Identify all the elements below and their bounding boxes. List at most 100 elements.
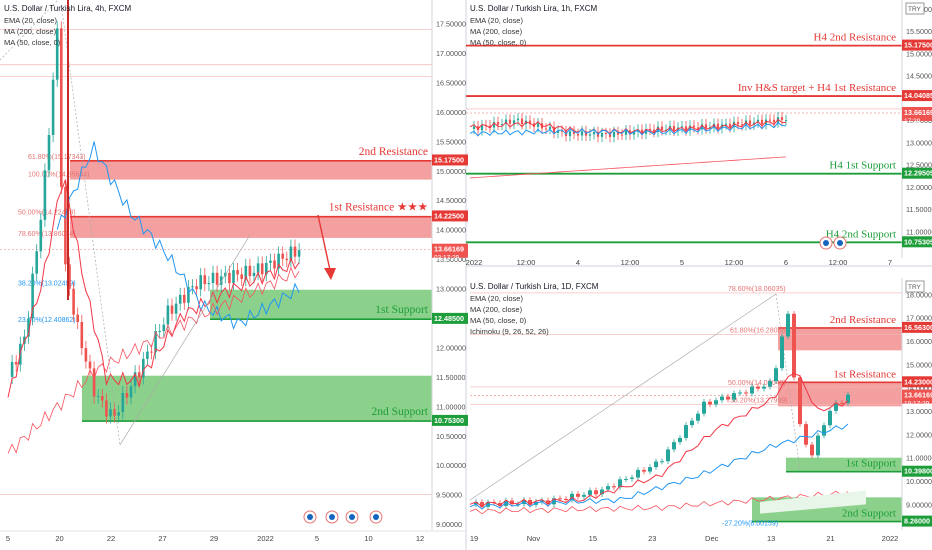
candle-body	[748, 120, 752, 125]
x-tick-label: 12:00	[829, 258, 848, 267]
x-tick-label: 13	[767, 534, 775, 543]
candle-body	[624, 130, 628, 135]
candle-body	[285, 258, 289, 261]
zone-1st-support	[786, 457, 902, 472]
candle-body	[203, 275, 207, 285]
candle-body	[528, 499, 532, 505]
x-tick-label: 27	[158, 534, 166, 543]
y-tick-label: 17.50000	[436, 20, 466, 29]
candle-body	[68, 264, 71, 289]
x-tick-label: 4	[576, 258, 580, 267]
y-tick-label: 11.00000	[906, 454, 932, 463]
candle-body	[672, 125, 676, 131]
candle-body	[39, 219, 43, 252]
candle-body	[273, 260, 276, 269]
candle-body	[548, 126, 552, 129]
chart-title: U.S. Dollar / Turkish Lira, 1h, FXCM	[470, 4, 597, 13]
candle-body	[105, 400, 108, 417]
candle-body	[660, 461, 664, 463]
y-tick-label: 16.00000	[906, 337, 932, 346]
price-tag-box	[902, 106, 932, 121]
projection-arrow	[317, 214, 331, 271]
candle-body	[760, 119, 764, 125]
price-tag-res: 15.17500	[902, 39, 932, 51]
zone-label: 2nd Support	[371, 406, 428, 418]
candle-body	[137, 372, 141, 378]
candle-body	[624, 478, 628, 480]
candle-body	[612, 131, 616, 137]
indicator-label: EMA (20, close)	[470, 16, 523, 25]
ma-50-line	[469, 423, 849, 510]
price-tag-box	[902, 389, 932, 404]
candle-body	[684, 126, 688, 131]
price-tag-label: 14.22500	[434, 211, 464, 220]
ma-200-line	[469, 490, 849, 515]
candle-body	[696, 127, 700, 130]
candle-body	[664, 129, 668, 131]
ma-200-line	[7, 266, 300, 454]
candle-body	[648, 128, 652, 130]
price-tag-label: 14.23000	[904, 377, 932, 386]
candle-body	[277, 253, 280, 269]
candle-body	[528, 120, 532, 124]
candle-body	[219, 276, 223, 285]
chart-header-2: U.S. Dollar / Turkish Lira, 1D, FXCM EMA …	[470, 280, 925, 336]
candle-body	[572, 131, 576, 134]
x-tick-label: Dec	[705, 534, 719, 543]
flag-icon-dot	[823, 240, 829, 246]
price-tag-box	[902, 465, 932, 477]
y-tick-label: 15.00000	[436, 167, 466, 176]
price-tag-res: 16.56300	[902, 321, 932, 333]
chart-header-1: U.S. Dollar / Turkish Lira, 1h, FXCM EMA …	[470, 2, 925, 47]
chart-header-0: U.S. Dollar / Turkish Lira, 4h, FXCM EMA …	[4, 4, 131, 47]
x-tick-label: 20	[55, 534, 63, 543]
x-tick-label: 2022	[882, 534, 899, 543]
candle-body	[696, 413, 700, 421]
fib-level-label: 38.20%(13.27999)	[730, 397, 788, 404]
candle-body	[630, 477, 634, 479]
indicator-label: MA (200, close)	[4, 27, 57, 36]
candle-body	[684, 425, 688, 438]
candle-body	[92, 368, 96, 397]
candle-body	[199, 275, 202, 290]
candle-body	[592, 131, 596, 135]
trend-guide	[0, 0, 59, 61]
candle-body	[88, 361, 92, 369]
y-tick-label: 12.00000	[906, 183, 932, 192]
candle-body	[244, 265, 248, 279]
x-tick-label: 6	[784, 258, 788, 267]
candle-body	[170, 305, 174, 314]
candle-body	[680, 126, 684, 128]
y-tick-label: 12.00000	[906, 430, 932, 439]
currency-label: TRY	[908, 6, 922, 13]
candle-body	[64, 186, 67, 265]
candle-body	[762, 386, 766, 389]
trend-guide	[119, 234, 251, 446]
candle-body	[666, 449, 670, 462]
candle-body	[648, 467, 652, 472]
projection-arrow-head	[324, 268, 336, 280]
candle-body	[798, 377, 802, 425]
candle-body	[43, 170, 47, 220]
candle-body	[774, 368, 778, 382]
candle-body	[752, 122, 756, 125]
candle-body	[256, 263, 260, 273]
candle-body	[31, 273, 34, 319]
candle-body	[840, 402, 844, 404]
candle-body	[810, 444, 814, 456]
candle-body	[154, 331, 157, 353]
y-tick-label: 12.50000	[906, 161, 932, 170]
candle-body	[297, 250, 301, 257]
price-tag-label: 12.29505	[904, 169, 932, 178]
fib-level-label: 61.80%(15.17343)	[28, 154, 86, 161]
candle-body	[690, 420, 694, 426]
flag-icon-dot	[329, 514, 335, 520]
candle-body	[125, 393, 129, 398]
candle-body	[27, 318, 30, 337]
indicator-label: MA (50, close, 0)	[470, 38, 527, 47]
fib-level-label: 100.00%(14.85644)	[28, 171, 90, 178]
candle-body	[195, 286, 198, 290]
y-tick-label: 16.50000	[436, 78, 466, 87]
candle-body	[612, 486, 616, 488]
